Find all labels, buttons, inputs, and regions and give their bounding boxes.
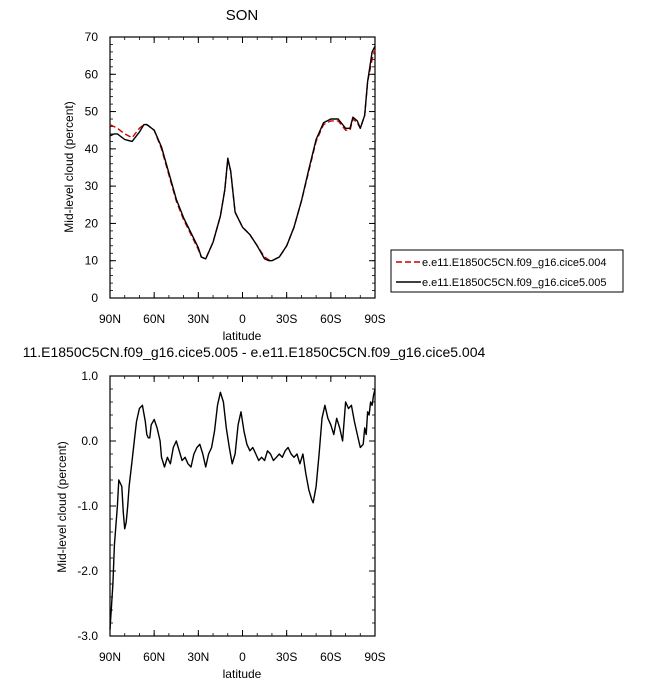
bottom-series-line-1 <box>109 388 376 630</box>
top-y-tick-label: 20 <box>85 216 99 230</box>
top-y-tick-label: 50 <box>85 105 99 119</box>
top-y-tick-label: 40 <box>85 142 99 156</box>
bottom-y-tick-label: -1.0 <box>77 499 98 513</box>
legend-label-series-1: e.e11.E1850C5CN.f09_g16.cice5.004 <box>422 257 607 269</box>
top-y-tick-label: 0 <box>91 291 98 305</box>
top-x-tick-label: 60N <box>143 312 165 326</box>
top-series-line-1 <box>109 49 376 262</box>
bottom-chart-title: 11.E1850C5CN.f09_g16.cice5.005 - e.e11.E… <box>23 344 486 360</box>
bottom-y-tick-label: 1.0 <box>81 369 98 383</box>
top-x-tick-label: 90S <box>364 312 385 326</box>
bottom-chart-y-axis-label: Mid-level cloud (percent) <box>55 441 69 572</box>
bottom-x-tick-label: 90N <box>99 650 121 664</box>
top-chart-x-axis-label: latitude <box>223 329 262 343</box>
top-y-tick-label: 30 <box>85 179 99 193</box>
top-series-line-2 <box>109 45 376 262</box>
top-plot-frame <box>109 36 376 299</box>
top-y-tick-label: 10 <box>85 254 99 268</box>
legend: e.e11.E1850C5CN.f09_g16.cice5.004 e.e11.… <box>390 249 624 293</box>
top-x-tick-label: 60S <box>320 312 341 326</box>
bottom-x-tick-label: 60N <box>143 650 165 664</box>
top-chart-title: SON <box>226 7 259 24</box>
bottom-x-tick-label: 60S <box>320 650 341 664</box>
bottom-x-tick-label: 30S <box>276 650 297 664</box>
bottom-x-tick-label: 90S <box>364 650 385 664</box>
bottom-x-tick-label: 30N <box>187 650 209 664</box>
top-chart-y-axis-label: Mid-level cloud (percent) <box>62 101 76 232</box>
top-y-tick-label: 60 <box>85 67 99 81</box>
top-x-tick-label: 90N <box>99 312 121 326</box>
bottom-y-tick-label: -3.0 <box>77 629 98 643</box>
top-y-tick-label: 70 <box>85 30 99 44</box>
legend-box <box>390 249 624 293</box>
bottom-x-tick-label: 0 <box>239 650 246 664</box>
bottom-y-tick-label: -2.0 <box>77 564 98 578</box>
top-x-tick-label: 0 <box>239 312 246 326</box>
legend-label-series-2: e.e11.E1850C5CN.f09_g16.cice5.005 <box>422 277 607 289</box>
bottom-chart-x-axis-label: latitude <box>223 667 262 681</box>
top-x-tick-label: 30S <box>276 312 297 326</box>
bottom-plot-frame <box>109 375 376 637</box>
bottom-y-tick-label: 0.0 <box>81 434 98 448</box>
top-x-tick-label: 30N <box>187 312 209 326</box>
